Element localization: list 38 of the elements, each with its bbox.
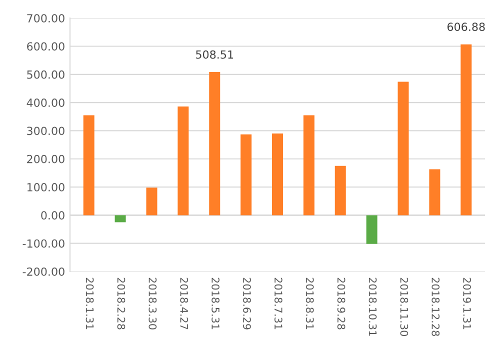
x-tick-label: 2018.7.31 [274, 278, 282, 330]
bar [334, 166, 346, 216]
x-tick-label: 2018.1.31 [86, 278, 94, 330]
bar [303, 115, 314, 216]
x-tick-label: 2018.9.28 [337, 278, 346, 330]
y-tick-label: 300.00 [27, 126, 64, 136]
bar [460, 44, 472, 216]
bar [178, 106, 189, 216]
bar [240, 134, 252, 216]
bar [83, 115, 94, 216]
y-tick-label: -100.00 [22, 239, 64, 248]
x-tick-label: 2018.5.31 [212, 278, 220, 330]
bar [272, 134, 283, 216]
bar [366, 215, 378, 244]
x-tick-label: 2018.6.29 [243, 278, 251, 330]
y-tick-label: 500.00 [27, 70, 64, 79]
x-tick-label: 2019.1.31 [463, 278, 471, 330]
x-tick-label: 2018.4.27 [180, 278, 188, 330]
x-tick-label: 2018.3.30 [148, 278, 157, 330]
bar [429, 169, 440, 216]
x-tick-label: 2018.8.31 [306, 278, 314, 330]
bar [398, 82, 409, 216]
y-tick-label: 700.00 [27, 14, 64, 22]
y-tick-label: 400.00 [26, 98, 64, 107]
y-tick-label: 100.00 [27, 183, 64, 192]
bar [209, 72, 220, 216]
x-tick-label: 2018.2.28 [117, 278, 126, 330]
y-tick-label: 600.00 [27, 42, 64, 51]
data-label: 508.51 [196, 50, 234, 59]
x-tick-label: 2018.12.28 [432, 278, 440, 336]
x-tick-label: 2018.11.30 [400, 278, 408, 336]
x-tick-label: 2018.10.31 [368, 278, 377, 336]
bar [146, 188, 158, 216]
bar [114, 215, 126, 222]
y-tick-label: -200.00 [22, 267, 64, 276]
data-label: 606.88 [447, 22, 485, 32]
y-tick-label: 0.00 [41, 211, 64, 220]
y-tick-label: 200.00 [27, 154, 64, 164]
